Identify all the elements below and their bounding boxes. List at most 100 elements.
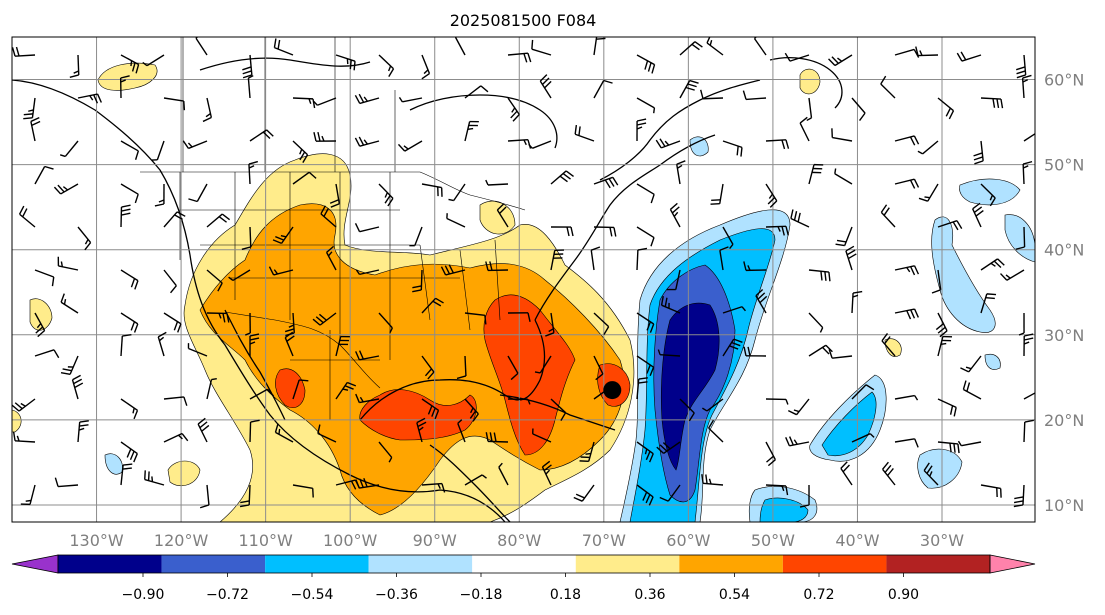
wind-barb xyxy=(416,417,427,443)
wind-barb-flag xyxy=(1013,500,1024,504)
wind-barb-flag xyxy=(131,62,136,72)
wind-barb-flag xyxy=(646,364,651,374)
wind-barb-flag xyxy=(965,366,972,370)
wind-barb xyxy=(457,419,466,443)
wind-barb-flag xyxy=(278,428,281,435)
wind-barb-shaft xyxy=(532,433,552,443)
wind-barb-shaft xyxy=(851,384,867,400)
wind-barb-shaft xyxy=(196,183,208,202)
wind-barb-flag xyxy=(931,289,941,294)
wind-barb xyxy=(935,312,948,338)
wind-barb-flag xyxy=(973,206,983,214)
wind-barb-shaft xyxy=(317,97,337,106)
wind-barb-flag xyxy=(705,474,708,484)
wind-barb-flag xyxy=(638,377,648,380)
wind-barb-shaft xyxy=(77,54,80,76)
wind-barb xyxy=(840,461,853,486)
wind-barb-flag xyxy=(317,131,321,142)
wind-barb-shaft xyxy=(799,122,810,142)
wind-barb xyxy=(151,140,165,161)
wind-barb xyxy=(120,204,131,228)
wind-barb-shaft xyxy=(659,354,681,357)
wind-barb-flag xyxy=(284,328,295,333)
wind-barb-flag xyxy=(822,346,830,355)
wind-barb-flag xyxy=(363,139,368,145)
wind-barb-flag xyxy=(585,452,591,455)
wind-barb xyxy=(972,202,984,228)
wind-barb-flag xyxy=(53,186,62,195)
wind-barb xyxy=(999,269,1025,281)
wind-barb-flag xyxy=(644,448,648,455)
wind-barb xyxy=(206,377,217,400)
wind-barb-shaft xyxy=(206,379,213,400)
wind-barb xyxy=(241,226,252,251)
wind-barb-flag xyxy=(785,139,790,149)
wind-barb-flag xyxy=(318,313,327,321)
wind-barb-flag xyxy=(427,405,433,415)
wind-barb xyxy=(636,484,654,506)
wind-barb-flag xyxy=(960,51,967,61)
wind-barb-flag xyxy=(545,332,555,337)
wind-barb-flag xyxy=(44,165,54,170)
wind-barb-flag xyxy=(736,146,739,156)
wind-barb-flag xyxy=(226,313,230,323)
colorbar-tick-label: −0.90 xyxy=(122,587,165,603)
wind-barb-flag xyxy=(793,211,798,221)
wind-barb-flag xyxy=(767,459,776,467)
wind-barb xyxy=(708,419,724,443)
wind-barb-flag xyxy=(865,384,875,391)
wind-barb-flag xyxy=(828,349,833,359)
wind-barb-flag xyxy=(608,178,615,187)
wind-barb-flag xyxy=(266,129,274,137)
location-marker xyxy=(603,381,622,400)
coastline-arctic xyxy=(199,57,371,71)
wind-barb xyxy=(660,296,681,314)
wind-barb-flag xyxy=(544,80,552,89)
wind-barb-flag xyxy=(840,461,848,469)
wind-barb-flag xyxy=(512,114,520,122)
wind-barb-flag xyxy=(574,124,578,135)
coastline-east xyxy=(534,134,716,321)
chart-title: 2025081500 F084 xyxy=(450,11,597,30)
wind-barb-flag xyxy=(147,471,150,481)
wind-barb-flag xyxy=(691,43,700,51)
wind-barb-flag xyxy=(919,50,923,56)
wind-barb-flag xyxy=(129,450,135,461)
wind-barb-shaft xyxy=(464,85,482,99)
wind-barb xyxy=(573,484,595,502)
wind-barb-flag xyxy=(455,37,458,38)
wind-barb-flag xyxy=(363,96,369,102)
wind-barb xyxy=(701,474,724,486)
wind-barb-flag xyxy=(651,64,656,74)
wind-barb-flag xyxy=(248,75,254,79)
wind-barb-flag xyxy=(664,140,670,146)
wind-barb-flag xyxy=(173,321,179,331)
wind-barb-flag xyxy=(913,308,919,318)
wind-barb-flag xyxy=(985,296,995,300)
wind-barb-flag xyxy=(975,209,984,217)
wind-barb-flag xyxy=(437,483,441,489)
wind-barb xyxy=(163,97,186,111)
colorbar-tick-label: −0.54 xyxy=(291,587,334,603)
wind-barb xyxy=(378,441,393,463)
wind-barb-shaft xyxy=(765,225,787,228)
wind-barb-flag xyxy=(354,94,361,104)
wind-barb xyxy=(312,312,337,326)
wind-barb-flag xyxy=(16,435,20,442)
wind-barb-flag xyxy=(806,117,812,122)
wind-barb-flag xyxy=(664,297,668,307)
wind-barb-flag xyxy=(440,266,447,276)
wind-barb-flag xyxy=(73,378,83,385)
wind-barb-flag xyxy=(205,113,211,118)
wind-barb-flag xyxy=(597,35,606,36)
wind-barb-flag xyxy=(358,93,365,103)
coastline-labrador xyxy=(599,79,761,181)
wind-barb-flag xyxy=(1022,79,1029,83)
wind-barb xyxy=(679,79,699,99)
latitude-labels: 10°N 20°N 30°N 40°N 50°N 60°N xyxy=(1044,71,1084,515)
wind-barb xyxy=(249,419,260,443)
wind-barb xyxy=(248,160,259,185)
wind-barb-flag xyxy=(539,74,548,82)
wind-barb xyxy=(206,312,230,323)
wind-barb xyxy=(120,312,139,333)
